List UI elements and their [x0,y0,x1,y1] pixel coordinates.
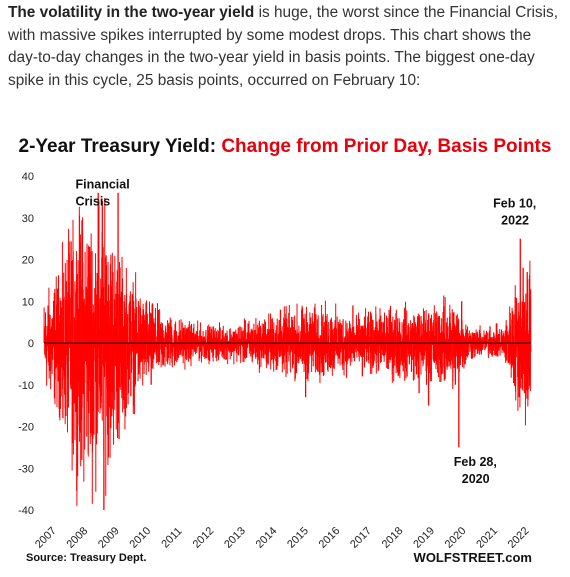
source-label: Source: Treasury Dept. [26,552,147,564]
x-tick-label: 2020 [443,525,469,551]
x-tick-label: 2018 [380,525,406,551]
x-tick-label: 2008 [65,525,91,551]
y-tick-label: 30 [22,213,34,225]
brand-label: WOLFSTREET.com [413,550,532,565]
x-tick-label: 2009 [96,525,122,551]
intro-text: is huge, the worst since the Financial C… [8,4,558,89]
y-tick-label: 20 [22,255,34,267]
x-tick-label: 2016 [317,525,343,551]
x-tick-label: 2013 [222,525,248,551]
intro-bold-text: The volatility in the two-year yield [8,4,255,21]
annotation-line: Feb 10, [493,196,536,210]
chart-annotation: Feb 10, 2022 [493,196,536,227]
x-tick-label: 2014 [254,525,280,551]
x-tick-label: 2010 [128,525,154,551]
x-tick-label: 2019 [411,525,437,551]
y-tick-label: 40 [22,171,34,183]
chart-container: 2-Year Treasury Yield: Change from Prior… [0,130,570,577]
chart-title-main: 2-Year Treasury Yield: [18,136,222,157]
x-tick-label: 2021 [474,525,500,551]
annotation-line: Financial [76,178,130,192]
chart-annotation: Feb 28, 2020 [454,455,497,486]
y-tick-label: -40 [18,505,34,517]
annotation-line: 2020 [462,472,490,486]
y-tick-label: -30 [18,463,34,475]
annotation-line: Crisis [76,195,111,209]
y-tick-label: -20 [18,422,34,434]
x-tick-label: 2017 [348,525,374,551]
annotation-line: 2022 [501,213,529,227]
x-tick-label: 2007 [33,525,59,551]
y-tick-label: 0 [28,338,34,350]
x-tick-label: 2011 [159,525,184,550]
x-tick-label: 2022 [506,525,532,551]
annotation-line: Feb 28, [454,455,497,469]
chart-title-sub: Change from Prior Day, Basis Points [221,136,552,157]
y-tick-label: -10 [18,380,34,392]
y-tick-label: 10 [22,296,34,308]
x-tick-label: 2015 [285,525,311,551]
chart-annotation: Financial Crisis [76,178,130,209]
x-tick-label: 2012 [191,525,217,551]
article-intro: The volatility in the two-year yield is … [8,2,564,92]
chart-title: 2-Year Treasury Yield: Change from Prior… [0,136,570,158]
